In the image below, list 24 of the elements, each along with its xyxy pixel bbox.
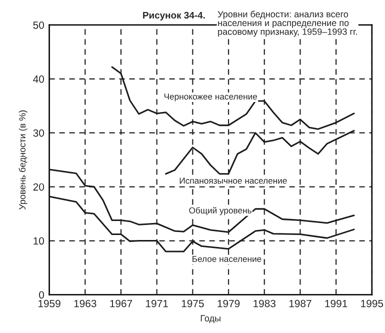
x-tick-label: 1971 bbox=[146, 300, 168, 308]
x-tick-label: 1967 bbox=[110, 300, 132, 308]
y-tick-label: 40 bbox=[33, 75, 44, 83]
x-tick-label: 1983 bbox=[254, 300, 276, 308]
y-tick-label: 50 bbox=[33, 21, 44, 29]
x-tick-label: 1975 bbox=[182, 300, 204, 308]
y-tick-label: 0 bbox=[39, 291, 44, 299]
x-tick-label: 1995 bbox=[361, 300, 384, 308]
y-axis-title: Уровень бедности (в %) bbox=[18, 110, 28, 210]
x-tick-label: 1959 bbox=[38, 300, 60, 308]
x-tick-label: 1979 bbox=[218, 300, 240, 308]
chart-subtitle: Уровни бедности: анализ всего населения и распределение по расовому признаку, 1959–1993 гг. bbox=[218, 10, 357, 37]
series-label: Чернокожее население bbox=[164, 94, 258, 102]
x-tick-label: 1987 bbox=[289, 300, 312, 308]
series-label: Белое население bbox=[192, 256, 262, 262]
x-tick-label: 1991 bbox=[325, 300, 348, 308]
x-axis-title: Годы bbox=[200, 315, 220, 324]
y-tick-label: 20 bbox=[33, 183, 44, 191]
chart-title: Рисунок 34-4. bbox=[143, 12, 205, 20]
series-label: Испаноязычное население bbox=[180, 178, 287, 184]
y-tick-label: 10 bbox=[34, 237, 44, 245]
x-tick-label: 1963 bbox=[74, 300, 96, 308]
series-label: Общий уровень bbox=[189, 207, 252, 216]
y-tick-label: 30 bbox=[33, 129, 44, 137]
